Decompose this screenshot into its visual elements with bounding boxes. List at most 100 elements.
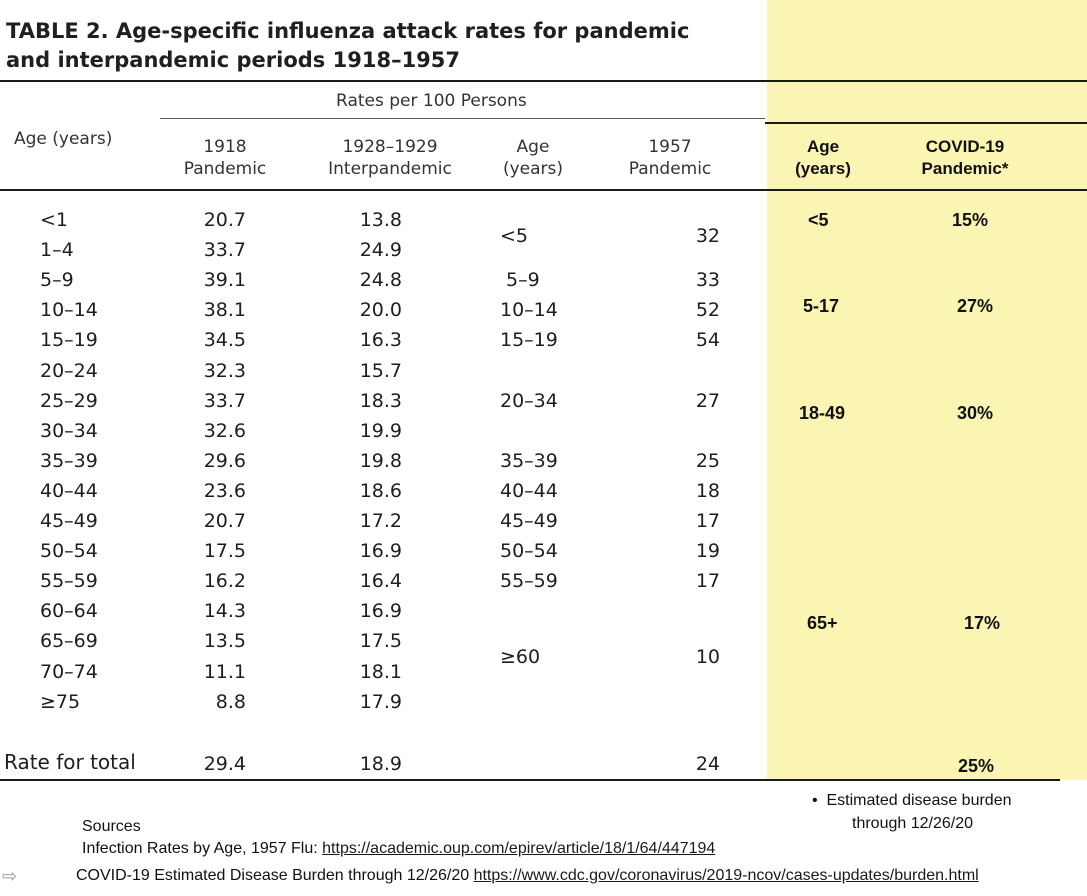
footnote-line2: through 12/26/20 [852, 815, 973, 832]
covid-highlight-panel [767, 0, 1087, 780]
total-1928: 18.9 [359, 753, 402, 775]
rate-1918-cell: 32.6 [203, 420, 246, 442]
rate-1918-cell: 11.1 [203, 661, 246, 683]
rate-1928-cell: 15.7 [359, 360, 402, 382]
top-rule [0, 80, 1087, 82]
rate-1928-cell: 16.3 [359, 329, 402, 351]
header-covid-age: Age (years) [783, 136, 863, 180]
table-title-line1: TABLE 2. Age-specific influenza attack r… [6, 19, 690, 43]
covid-age-cell: 65+ [807, 613, 838, 633]
age1957-cell: 35–39 [500, 450, 558, 472]
rate-1928-cell: 16.4 [359, 570, 402, 592]
age1957-cell: ≥60 [500, 646, 541, 668]
rate-1918-cell: 16.2 [203, 570, 246, 592]
header-age-1957-line2: (years) [502, 159, 564, 179]
header-covid-line2: Pandemic* [921, 159, 1009, 178]
rates-subrule [160, 118, 765, 119]
rate-1918-cell: 20.7 [203, 510, 246, 532]
rate-1918-cell: 29.6 [203, 450, 246, 472]
bullet-icon: • [812, 792, 827, 809]
value1957-cell: 17 [695, 510, 720, 532]
age1957-cell: 40–44 [500, 480, 558, 502]
age1957-cell: 5–9 [506, 269, 540, 291]
age-cell: 35–39 [40, 450, 98, 472]
rates-per-100-header: Rates per 100 Persons [336, 91, 527, 111]
rate-1918-cell: 13.5 [203, 630, 246, 652]
age-cell: 25–29 [40, 390, 98, 412]
total-label: Rate for total [4, 750, 136, 774]
header-1918: 1918 Pandemic [170, 136, 280, 180]
value1957-cell: 33 [695, 269, 720, 291]
rate-1918-cell: 17.5 [203, 540, 246, 562]
rate-1918-cell: 39.1 [203, 269, 246, 291]
age-cell: 45–49 [40, 510, 98, 532]
source-flu-link[interactable]: https://academic.oup.com/epirev/article/… [322, 840, 716, 857]
header-covid-pandemic: COVID-19 Pandemic* [905, 136, 1025, 180]
rate-1918-cell: 23.6 [203, 480, 246, 502]
header-1918-label: Pandemic [183, 159, 267, 179]
header-1957-label: Pandemic [628, 159, 712, 179]
value1957-cell: 32 [695, 225, 720, 247]
source-flu-text: Infection Rates by Age, 1957 Flu: [82, 840, 323, 857]
header-age-1957-line1: Age [516, 137, 550, 157]
covid-value-cell: 17% [964, 613, 1001, 633]
rate-1918-cell: 8.8 [215, 691, 246, 713]
value1957-cell: 10 [695, 646, 720, 668]
header-covid-age-line1: Age [806, 137, 840, 156]
source-flu: Infection Rates by Age, 1957 Flu: https:… [82, 838, 715, 860]
age-cell: 10–14 [40, 299, 98, 321]
rate-1918-cell: 33.7 [203, 239, 246, 261]
age-cell: 55–59 [40, 570, 98, 592]
sources-label: Sources [82, 818, 141, 835]
header-1928: 1928–1929 Interpandemic [318, 136, 462, 180]
arrow-right-icon: ⇨ [2, 866, 18, 886]
rate-1928-cell: 16.9 [359, 540, 402, 562]
covid-header-rule [765, 122, 1087, 124]
age1957-cell: <5 [500, 225, 529, 247]
header-1928-year: 1928–1929 [342, 137, 438, 157]
value1957-cell: 25 [695, 450, 720, 472]
age1957-cell: 55–59 [500, 570, 558, 592]
footnote-line1: Estimated disease burden [826, 792, 1012, 809]
age-cell: 20–24 [40, 360, 98, 382]
rate-1918-cell: 34.5 [203, 329, 246, 351]
age-cell: <1 [40, 209, 69, 231]
age-cell: 60–64 [40, 600, 98, 622]
age1957-cell: 45–49 [500, 510, 558, 532]
source-covid-link[interactable]: https://www.cdc.gov/coronavirus/2019-nco… [473, 867, 979, 884]
header-rule [0, 189, 1087, 191]
rate-1928-cell: 24.9 [359, 239, 402, 261]
table-title-line2: and interpandemic periods 1918–1957 [6, 48, 461, 72]
value1957-cell: 27 [695, 390, 720, 412]
age1957-cell: 20–34 [500, 390, 558, 412]
age-cell: 40–44 [40, 480, 98, 502]
rate-1928-cell: 18.3 [359, 390, 402, 412]
age-cell: 30–34 [40, 420, 98, 442]
header-1918-year: 1918 [203, 137, 247, 157]
age1957-cell: 15–19 [500, 329, 558, 351]
rate-1918-cell: 14.3 [203, 600, 246, 622]
rate-1928-cell: 20.0 [359, 299, 402, 321]
header-covid-age-line2: (years) [795, 159, 851, 178]
covid-age-cell: 18-49 [799, 403, 846, 423]
covid-age-cell: <5 [808, 210, 829, 230]
rate-1928-cell: 18.1 [359, 661, 402, 683]
rate-1928-cell: 18.6 [359, 480, 402, 502]
rate-1928-cell: 17.5 [359, 630, 402, 652]
rate-1928-cell: 19.8 [359, 450, 402, 472]
value1957-cell: 17 [695, 570, 720, 592]
age-cell: 15–19 [40, 329, 98, 351]
rate-1928-cell: 17.9 [359, 691, 402, 713]
age-cell: 70–74 [40, 661, 98, 683]
total-covid: 25% [958, 756, 995, 776]
header-1957: 1957 Pandemic [617, 136, 723, 180]
value1957-cell: 18 [695, 480, 720, 502]
rate-1928-cell: 24.8 [359, 269, 402, 291]
value1957-cell: 19 [695, 540, 720, 562]
rate-1918-cell: 33.7 [203, 390, 246, 412]
header-covid-line1: COVID-19 [925, 137, 1005, 156]
age1957-cell: 10–14 [500, 299, 558, 321]
rate-1928-cell: 13.8 [359, 209, 402, 231]
bottom-rule [0, 779, 1060, 781]
covid-value-cell: 27% [957, 296, 994, 316]
